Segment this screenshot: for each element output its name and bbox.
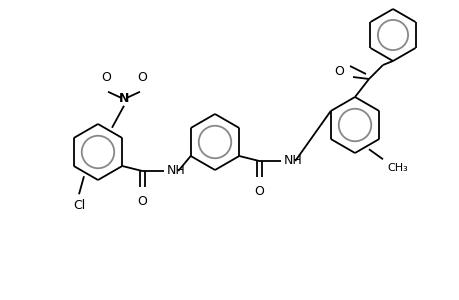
Text: O: O	[254, 185, 263, 198]
Text: O: O	[101, 71, 111, 84]
Text: CH₃: CH₃	[386, 163, 407, 173]
Text: NH: NH	[284, 154, 302, 166]
Text: O: O	[137, 71, 146, 84]
Text: Cl: Cl	[73, 199, 85, 212]
Text: N: N	[118, 92, 129, 105]
Text: O: O	[333, 64, 343, 77]
Text: NH: NH	[167, 164, 185, 176]
Text: O: O	[137, 195, 147, 208]
